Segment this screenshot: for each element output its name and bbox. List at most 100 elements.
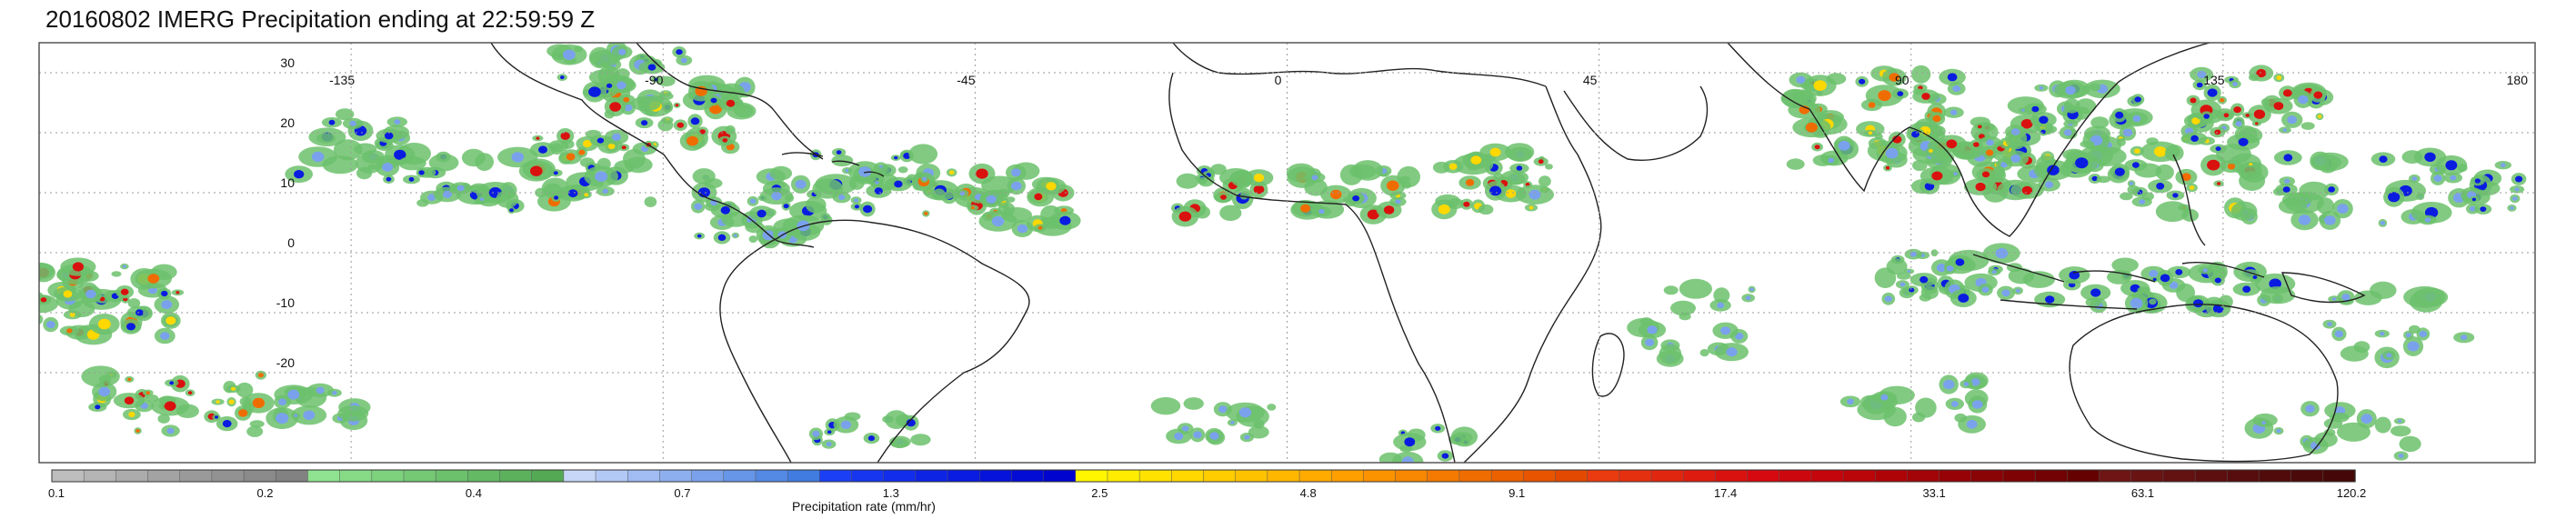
precip-cell — [910, 434, 931, 446]
latitude-labels: 30 20 10 0 -10 -20 — [276, 55, 295, 370]
precip-core — [538, 145, 547, 154]
precip-core — [386, 176, 392, 182]
precip-cell — [1896, 272, 1911, 280]
colorbar-swatch — [787, 469, 821, 483]
precip-core — [726, 99, 736, 107]
precip-core — [1946, 265, 1954, 272]
precip-core — [922, 176, 927, 181]
precip-core — [2398, 454, 2404, 458]
precip-core — [278, 398, 287, 406]
precip-core — [147, 274, 160, 284]
precip-core — [623, 96, 630, 103]
precip-core — [394, 119, 401, 125]
precip-cell — [2370, 281, 2397, 299]
longitude-label: -135 — [329, 73, 355, 87]
precip-core — [2327, 322, 2332, 326]
figure-title: 20160802 IMERG Precipitation ending at 2… — [45, 5, 596, 33]
precip-cell — [1539, 175, 1551, 187]
colorbar-tick-label: 33.1 — [1922, 486, 1945, 500]
precip-core — [2193, 299, 2203, 308]
precip-core — [1972, 400, 1983, 409]
colorbar-tick-labels: 0.1 0.2 0.4 0.7 1.3 2.5 4.8 9.1 17.4 33.1 63.1 120.… — [48, 486, 2366, 500]
precip-core — [959, 191, 966, 196]
precip-core — [874, 187, 883, 195]
precip-core — [1847, 398, 1854, 404]
precip-core — [1253, 173, 1265, 183]
precip-core — [382, 163, 394, 172]
colorbar-swatch — [1875, 469, 1909, 483]
colorbar-swatch — [1970, 469, 2004, 483]
precip-cell — [2176, 283, 2196, 302]
precip-cell — [1874, 267, 1897, 289]
precip-core — [252, 397, 266, 408]
precip-cell — [1198, 176, 1208, 185]
precip-cell — [0, 284, 15, 294]
precip-core — [2202, 268, 2208, 273]
precip-core — [2010, 154, 2021, 163]
precip-cell — [717, 83, 746, 101]
precip-cell — [2117, 138, 2126, 146]
precip-cell — [2457, 164, 2468, 173]
precip-core — [641, 120, 648, 126]
precip-core — [2090, 288, 2101, 297]
coastline-madagascar — [1591, 333, 1625, 397]
precip-core — [566, 153, 576, 161]
precip-core — [733, 234, 737, 237]
precip-cell — [1504, 143, 1535, 162]
precip-cell — [1781, 88, 1808, 108]
precip-cell — [2240, 165, 2260, 177]
precip-cell — [39, 262, 55, 280]
precip-cell — [469, 183, 489, 194]
colorbar-tick-label: 0.4 — [466, 486, 482, 500]
precip-core — [2332, 297, 2337, 301]
precip-core — [2069, 270, 2080, 280]
precip-core — [1985, 149, 1994, 156]
precip-core — [276, 413, 289, 424]
colorbar-swatch — [1682, 469, 1717, 483]
precip-core — [316, 386, 325, 394]
precip-core — [1059, 215, 1071, 225]
precip-core — [1300, 204, 1311, 213]
colorbar-swatch — [819, 469, 853, 483]
coastline-philippines — [2172, 154, 2206, 246]
precip-core — [1929, 149, 1933, 153]
precip-core — [1647, 325, 1658, 334]
precip-core — [511, 152, 525, 163]
colorbar-swatch — [467, 469, 501, 483]
precip-core — [2328, 186, 2336, 193]
precip-core — [66, 328, 73, 334]
precip-core — [1932, 115, 1941, 123]
precip-core — [1178, 211, 1192, 222]
precip-core — [63, 290, 73, 298]
precip-core — [1907, 270, 1911, 273]
precip-core — [1470, 155, 1482, 165]
precip-core — [560, 132, 570, 140]
precip-cell — [2120, 192, 2133, 201]
precip-core — [567, 189, 578, 198]
precip-core — [45, 321, 55, 329]
precip-core — [2031, 105, 2040, 113]
colorbar-swatch — [1587, 469, 1620, 483]
colorbar-swatch — [1650, 469, 1684, 483]
colorbar-swatch — [627, 469, 661, 483]
longitude-label: -90 — [645, 73, 663, 87]
precip-core — [479, 197, 485, 202]
precip-core — [2149, 270, 2159, 278]
precip-core — [616, 81, 626, 90]
precip-core — [164, 401, 176, 412]
precip-core — [1963, 382, 1970, 386]
precip-core — [2040, 129, 2046, 135]
precip-core — [2235, 121, 2242, 127]
precip-cell — [2090, 116, 2110, 129]
precip-cell — [1248, 425, 1269, 439]
precip-core — [2450, 175, 2457, 181]
colorbar-swatch — [51, 469, 85, 483]
precip-cell — [2127, 185, 2140, 195]
precip-core — [970, 206, 975, 210]
colorbar-swatch — [1330, 469, 1365, 483]
precip-cell — [1915, 397, 1937, 418]
precip-cell — [17, 315, 36, 331]
precip-cell — [932, 188, 946, 200]
colorbar-swatch — [1011, 469, 1045, 483]
precip-cell — [2316, 197, 2334, 215]
